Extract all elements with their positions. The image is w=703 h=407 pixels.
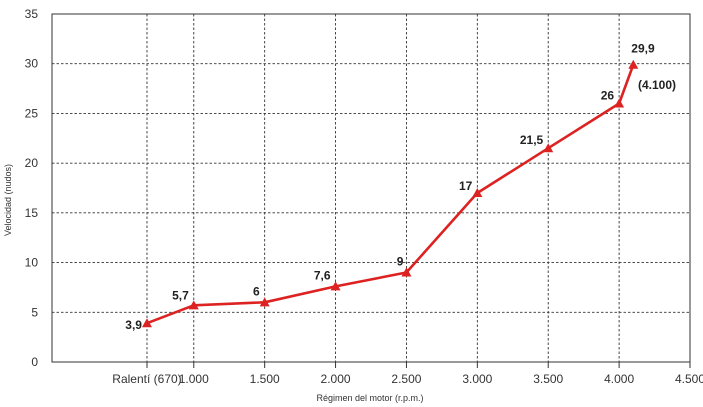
x-tick-label: Ralentí (670) bbox=[112, 372, 181, 386]
data-point-marker bbox=[188, 300, 199, 310]
data-point-marker bbox=[401, 267, 412, 277]
y-tick-label: 35 bbox=[25, 7, 39, 21]
data-label: 3,9 bbox=[125, 318, 142, 332]
data-label: 17 bbox=[459, 179, 473, 193]
y-tick-label: 10 bbox=[25, 256, 39, 270]
x-tick-label: 3.500 bbox=[533, 372, 563, 386]
data-label: 7,6 bbox=[314, 268, 331, 282]
series-line bbox=[146, 64, 635, 325]
data-point-marker bbox=[614, 98, 625, 108]
x-tick-label: 2.000 bbox=[321, 372, 351, 386]
y-tick-label: 25 bbox=[25, 106, 39, 120]
data-point-marker bbox=[330, 281, 341, 291]
y-tick-label: 5 bbox=[31, 305, 38, 319]
x-tick-label: 4.500 bbox=[675, 372, 703, 386]
y-tick-label: 20 bbox=[25, 156, 39, 170]
annotation-max-rpm: (4.100) bbox=[638, 78, 676, 92]
x-tick-label: 3.000 bbox=[462, 372, 492, 386]
data-label: 26 bbox=[601, 88, 615, 102]
grid bbox=[52, 14, 690, 362]
series-velocidad bbox=[141, 59, 639, 328]
data-label: 29,9 bbox=[631, 42, 655, 56]
data-point-marker bbox=[628, 59, 639, 69]
y-tick-label: 15 bbox=[25, 206, 39, 220]
x-axis-title: Régimen del motor (r.p.m.) bbox=[316, 393, 423, 403]
data-label: 6 bbox=[253, 284, 260, 298]
data-label: 5,7 bbox=[172, 288, 189, 302]
tick-labels: 0 5 10 15 20 25 30 35 Ralentí (670)1.000 1.500 2.0… bbox=[25, 7, 703, 386]
data-point-marker bbox=[141, 318, 152, 328]
x-tick-label: 1.500 bbox=[250, 372, 280, 386]
plot-frame bbox=[51, 13, 691, 363]
y-axis-title: Velocidad (nudos) bbox=[3, 164, 13, 236]
x-tick-label: 1.000 bbox=[179, 372, 209, 386]
data-label: 21,5 bbox=[520, 133, 544, 147]
axes bbox=[51, 13, 691, 368]
x-tick-label: 4.000 bbox=[604, 372, 634, 386]
data-point-marker bbox=[259, 297, 270, 307]
x-tick-label: 2.500 bbox=[391, 372, 421, 386]
data-point-marker bbox=[543, 143, 554, 153]
y-tick-label: 30 bbox=[25, 57, 39, 71]
data-labels: 3,9 5,7 6 7,6 9 17 21,5 26 29,9 bbox=[125, 42, 655, 333]
y-tick-label: 0 bbox=[31, 355, 38, 369]
data-point-marker bbox=[472, 187, 483, 197]
data-label: 9 bbox=[397, 255, 404, 269]
